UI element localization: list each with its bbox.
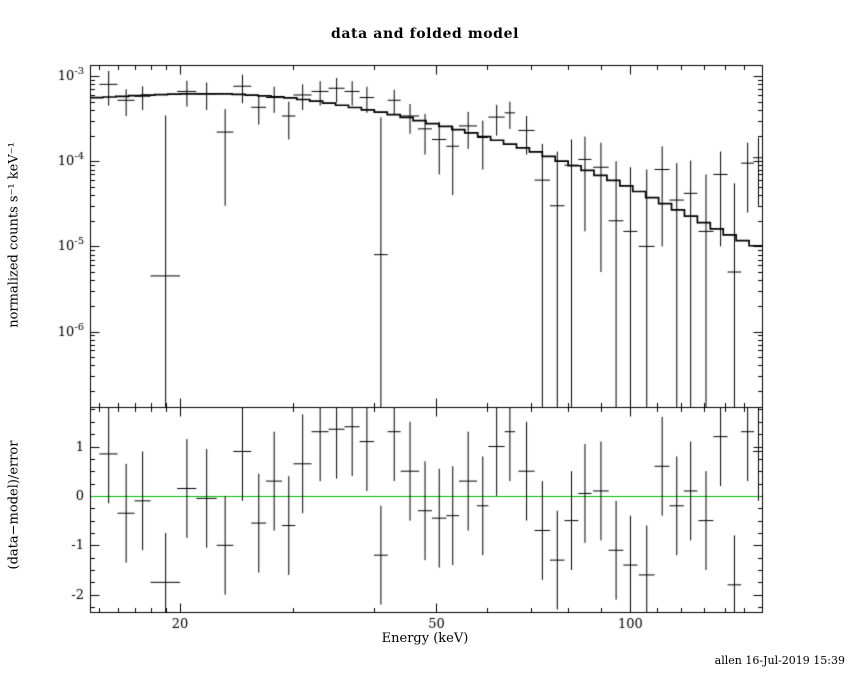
y-axis-label-top: normalized counts s⁻¹ keV⁻¹ — [6, 142, 22, 328]
timestamp-label: allen 16-Jul-2019 15:39 — [714, 654, 845, 667]
y-axis-label-bottom: (data−model)/error — [6, 440, 22, 570]
plot-title: data and folded model — [331, 26, 519, 42]
x-axis-label: Energy (keV) — [381, 631, 469, 646]
